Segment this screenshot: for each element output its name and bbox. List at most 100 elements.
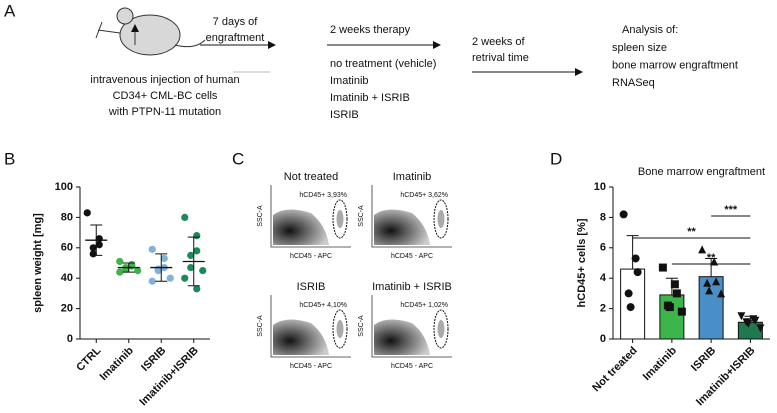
data-point xyxy=(624,289,633,298)
x-tick-label: Imatinib xyxy=(641,344,680,383)
panel-label: B xyxy=(4,149,15,168)
data-point xyxy=(756,324,765,333)
data-point xyxy=(717,289,726,298)
schema-text: spleen size xyxy=(612,42,667,54)
schema-text: Imatinib + ISRIB xyxy=(330,92,410,104)
flow-population xyxy=(374,319,430,355)
chart-title: Bone marrow engraftment xyxy=(638,166,765,178)
y-tick-label: 8 xyxy=(600,211,606,223)
flow-gate-label: hCD45+ 4,10% xyxy=(299,302,347,309)
flow-x-label: hCD45 - APC xyxy=(391,253,433,260)
x-tick-label: Not treated xyxy=(590,345,640,395)
data-point xyxy=(744,319,753,328)
data-point xyxy=(193,247,201,255)
flow-y-label: SSC-A xyxy=(257,205,264,227)
schema-text: Imatinib xyxy=(330,75,369,87)
y-tick-label: 100 xyxy=(55,181,73,193)
flow-gate-label: hCD45+ 3,62% xyxy=(400,192,448,199)
data-point xyxy=(181,274,189,282)
panel-label: C xyxy=(232,149,244,168)
y-tick-label: 80 xyxy=(61,211,73,223)
flow-gate-population xyxy=(336,210,344,228)
y-tick-label: 60 xyxy=(61,242,73,254)
schema-text: no treatment (vehicle) xyxy=(330,58,436,70)
error-bar xyxy=(626,235,639,270)
flow-gate xyxy=(433,199,449,239)
error-bar xyxy=(705,257,718,277)
flow-population xyxy=(273,319,329,355)
flow-y-label: SSC-A xyxy=(358,205,365,227)
significance-label: ** xyxy=(687,226,696,238)
data-point xyxy=(116,257,124,266)
schema-text: retrival time xyxy=(472,52,529,64)
data-point xyxy=(677,307,686,316)
data-point xyxy=(751,316,760,325)
data-point xyxy=(187,263,195,272)
data-point xyxy=(703,278,712,287)
data-point xyxy=(199,267,207,275)
flow-title: Not treated xyxy=(284,171,338,183)
flow-title: ISRIB xyxy=(297,281,326,293)
flow-y-label: SSC-A xyxy=(257,315,264,337)
data-point xyxy=(83,209,91,217)
x-tick-label: Imatinib xyxy=(98,344,137,383)
data-point xyxy=(705,286,714,295)
x-tick-label: ISRIB xyxy=(689,345,718,374)
panel-label: A xyxy=(4,1,16,20)
schema-text: intravenous injection of human xyxy=(90,74,239,86)
flow-gate xyxy=(332,309,348,349)
data-point xyxy=(148,277,156,285)
flow-gate-population xyxy=(437,320,445,338)
flow-gate-population xyxy=(336,320,344,338)
y-tick-label: 2 xyxy=(600,303,606,315)
flow-x-label: hCD45 - APC xyxy=(391,363,433,370)
flow-axes xyxy=(270,185,351,248)
y-tick-label: 20 xyxy=(61,303,73,315)
data-point xyxy=(665,303,674,312)
data-point xyxy=(670,280,679,289)
data-point xyxy=(166,274,174,282)
data-point xyxy=(631,254,640,263)
data-point xyxy=(154,267,162,275)
y-tick-label: 6 xyxy=(600,242,606,254)
bar xyxy=(659,294,685,340)
data-point xyxy=(698,245,707,254)
y-tick-label: 40 xyxy=(61,272,73,284)
data-point xyxy=(134,267,142,275)
flow-population xyxy=(273,209,329,245)
y-tick-label: 4 xyxy=(600,272,607,284)
data-point xyxy=(672,289,681,298)
schema-text: with PTPN-11 mutation xyxy=(108,106,221,118)
data-point xyxy=(737,312,746,321)
schema-text: RNASeq xyxy=(612,77,655,89)
y-tick-label: 10 xyxy=(594,181,606,193)
flow-x-label: hCD45 - APC xyxy=(290,363,332,370)
significance-label: ** xyxy=(707,252,716,264)
x-tick-label: CTRL xyxy=(74,344,103,373)
schema-text: engraftment xyxy=(206,32,265,44)
x-tick-label: Imatinib+ISRIB xyxy=(137,345,201,409)
flow-axes xyxy=(371,295,452,358)
flow-axes xyxy=(371,185,452,248)
data-point xyxy=(89,244,97,252)
error-bar xyxy=(122,262,135,273)
schema-text: Analysis of: xyxy=(622,24,678,36)
error-bar xyxy=(90,224,103,256)
flow-x-label: hCD45 - APC xyxy=(290,253,332,260)
flow-axes xyxy=(270,295,351,358)
flow-gate-population xyxy=(437,210,445,228)
flow-gate-label: hCD45+ 3,93% xyxy=(299,192,347,199)
data-point xyxy=(658,263,667,272)
significance-label: *** xyxy=(724,204,738,216)
panel-label: D xyxy=(550,149,562,168)
schema-text: bone marrow engraftment xyxy=(612,59,738,71)
flow-gate xyxy=(332,199,348,239)
bar xyxy=(698,276,724,340)
data-point xyxy=(187,251,195,259)
data-point xyxy=(626,303,635,312)
flow-gate-label: hCD45+ 1,02% xyxy=(400,302,448,309)
data-point xyxy=(116,268,124,276)
flow-title: Imatinib xyxy=(393,171,432,183)
schema-text: 7 days of xyxy=(213,16,259,28)
